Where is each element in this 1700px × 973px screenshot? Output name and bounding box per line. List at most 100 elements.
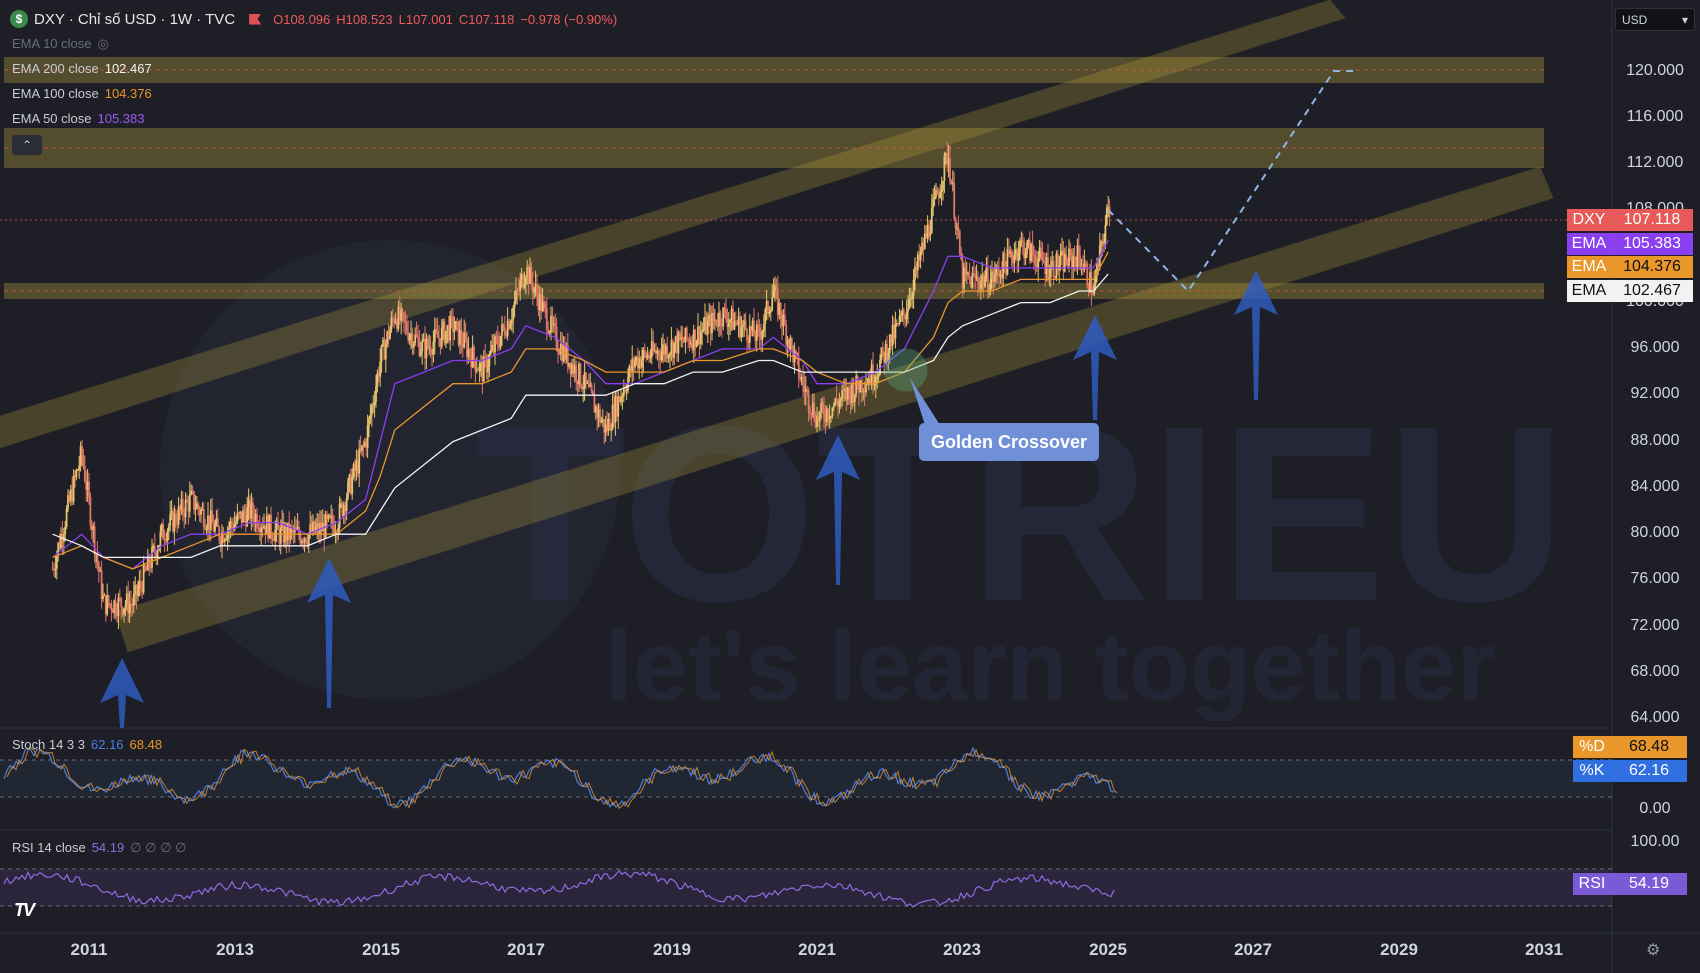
legend-ema50[interactable]: EMA 50 close 105.383	[12, 111, 145, 126]
candle-body	[817, 415, 820, 422]
candle-body	[837, 402, 839, 407]
candle-body	[499, 335, 502, 348]
candle-body	[849, 391, 852, 403]
candle-body	[487, 366, 489, 373]
candle-body	[1075, 260, 1077, 269]
candle-body	[705, 316, 708, 335]
candle-body	[230, 521, 233, 526]
candle-body	[366, 425, 369, 448]
candle-body	[384, 343, 387, 360]
candle-body	[639, 358, 642, 368]
candle-body	[361, 445, 363, 452]
legend-ema100[interactable]: EMA 100 close 104.376	[12, 86, 152, 101]
badge-value: 62.16	[1611, 760, 1687, 782]
candle-body	[1059, 253, 1062, 266]
candle-body	[733, 320, 736, 330]
candle-body	[995, 266, 998, 276]
candle-body	[944, 153, 947, 156]
candle-body	[219, 539, 222, 546]
legend-rsi[interactable]: RSI 14 close 54.19 ∅ ∅ ∅ ∅	[12, 840, 186, 856]
candle-body	[908, 299, 911, 309]
candle-body	[972, 273, 975, 275]
candle-body	[741, 324, 744, 327]
candle-body	[418, 338, 421, 356]
candle-body	[624, 389, 627, 391]
candle-body	[373, 401, 376, 405]
badge-key: EMA	[1567, 233, 1611, 255]
candle-body	[1104, 225, 1107, 242]
candle-body	[530, 266, 533, 282]
candle-body	[606, 424, 608, 431]
candle-body	[348, 474, 351, 482]
symbol-title[interactable]: DXY · Chỉ số USD · 1W · TVC	[34, 10, 236, 28]
candle-body	[422, 338, 425, 341]
candle-body	[534, 284, 537, 289]
candle-body	[264, 525, 267, 534]
candle-body	[121, 607, 124, 615]
badge-key: %D	[1573, 736, 1611, 758]
candle-body	[979, 280, 982, 289]
candle-body	[589, 384, 592, 387]
legend-ema10[interactable]: EMA 10 close ◎	[12, 36, 109, 52]
candle-body	[657, 350, 660, 357]
candle-body	[683, 341, 685, 343]
candle-body	[271, 535, 274, 540]
candle-body	[1000, 274, 1003, 279]
candle-body	[904, 315, 907, 320]
badge-value: 105.383	[1611, 233, 1693, 255]
candle-body	[659, 356, 662, 361]
currency-select[interactable]: USD ▾	[1615, 8, 1695, 31]
candle-body	[288, 522, 291, 539]
candle-body	[564, 344, 566, 360]
price-tick: 72.000	[1630, 617, 1680, 634]
legend-ema200[interactable]: EMA 200 close 102.467	[12, 61, 152, 76]
candle-body	[281, 522, 284, 528]
candle-body	[424, 338, 426, 359]
candle-body	[573, 365, 576, 374]
badge-value: 102.467	[1611, 280, 1693, 302]
candle-body	[163, 539, 166, 541]
candle-body	[270, 514, 272, 536]
candle-body	[233, 523, 236, 530]
candle-body	[828, 416, 831, 419]
candle-body	[655, 350, 657, 354]
price-tick: 116.000	[1626, 108, 1684, 125]
hidden-eye-icon[interactable]: ◎	[97, 36, 109, 51]
legend-stoch[interactable]: Stoch 14 3 3 62.16 68.48	[12, 737, 162, 752]
candle-body	[268, 514, 271, 539]
candle-body	[788, 339, 790, 350]
tradingview-logo-icon[interactable]: TV	[14, 900, 35, 920]
flag-icon	[249, 13, 262, 25]
candle-body	[1056, 253, 1059, 271]
candle-body	[718, 312, 720, 327]
candle-body	[513, 301, 516, 308]
gear-icon[interactable]: ⚙	[1646, 942, 1661, 959]
collapse-legend-button[interactable]: ⌃	[12, 135, 42, 155]
candle-body	[698, 326, 701, 345]
candle-body	[670, 340, 673, 354]
rsi-band	[0, 869, 1612, 906]
candle-body	[390, 318, 393, 330]
candle-body	[887, 353, 890, 362]
candle-body	[641, 359, 643, 368]
candle-body	[855, 375, 858, 395]
candle-body	[1084, 263, 1087, 265]
candle-body	[566, 345, 569, 367]
candle-body	[1003, 253, 1006, 264]
candle-body	[929, 233, 932, 236]
candle-body	[104, 595, 107, 615]
candle-body	[1040, 247, 1042, 252]
candle-body	[415, 334, 418, 337]
candle-body	[82, 455, 85, 466]
candle-body	[848, 387, 851, 392]
candle-body	[330, 515, 333, 518]
candle-body	[200, 509, 202, 515]
candle-body	[1024, 253, 1027, 259]
candle-body	[369, 414, 372, 418]
candle-body	[1083, 263, 1086, 270]
candle-body	[592, 391, 594, 396]
candle-body	[964, 267, 967, 274]
candle-body	[117, 597, 120, 617]
candle-body	[781, 318, 783, 327]
